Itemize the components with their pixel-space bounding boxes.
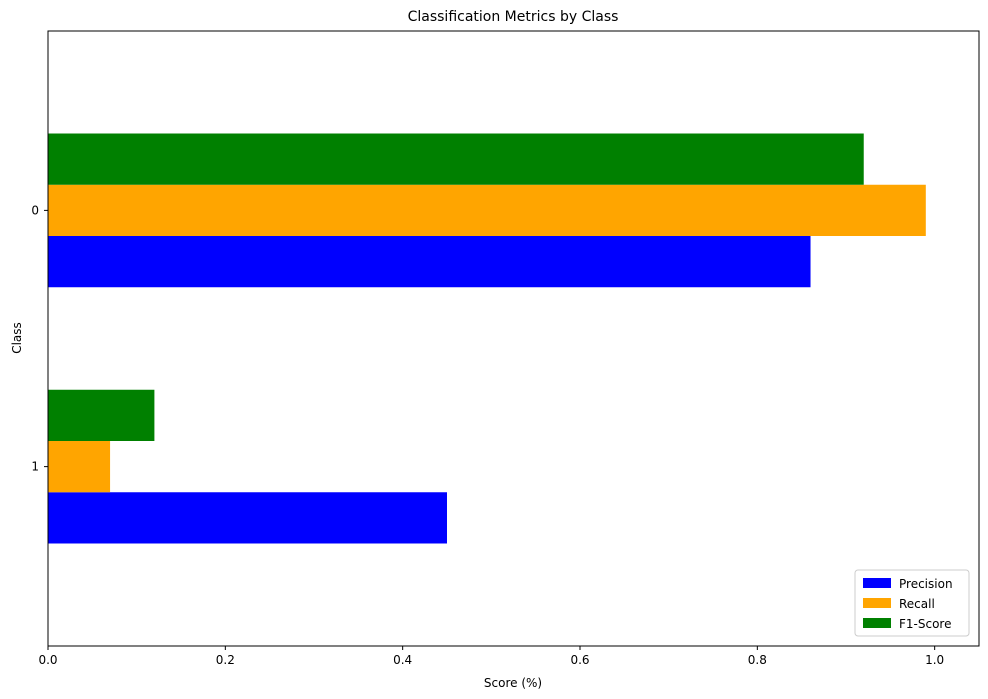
bar-precision-class-1 — [48, 492, 447, 544]
legend-swatch-recall — [863, 598, 891, 608]
legend-label-precision: Precision — [899, 577, 953, 591]
legend: Precision Recall F1-Score — [854, 569, 970, 637]
y-axis-label: Class — [10, 322, 24, 354]
legend-swatch-f1-score — [863, 618, 891, 628]
bar-recall-class-0 — [48, 184, 926, 236]
x-tick-label: 0.6 — [570, 653, 589, 667]
y-axis-ticks: 01 — [31, 203, 48, 474]
x-tick-label: 0.8 — [748, 653, 767, 667]
legend-label-recall: Recall — [899, 597, 935, 611]
bar-precision-class-0 — [48, 236, 811, 288]
x-tick-label: 0.4 — [393, 653, 412, 667]
x-axis-label: Score (%) — [484, 676, 542, 690]
x-tick-label: 0.2 — [216, 653, 235, 667]
x-axis-ticks: 0.0 0.2 0.4 0.6 0.8 1.0 — [38, 646, 944, 667]
y-tick-label: 0 — [31, 203, 39, 217]
bar-recall-class-1 — [48, 441, 111, 493]
plot-frame — [47, 30, 980, 647]
legend-label-f1-score: F1-Score — [899, 617, 951, 631]
bar-f1-score-class-0 — [48, 133, 864, 185]
legend-swatch-precision — [863, 578, 891, 588]
x-tick-label: 0.0 — [38, 653, 57, 667]
x-tick-label: 1.0 — [925, 653, 944, 667]
bar-f1-score-class-1 — [48, 389, 155, 441]
chart-title: Classification Metrics by Class — [408, 9, 619, 25]
bars — [48, 133, 926, 544]
y-tick-label: 1 — [31, 460, 39, 474]
